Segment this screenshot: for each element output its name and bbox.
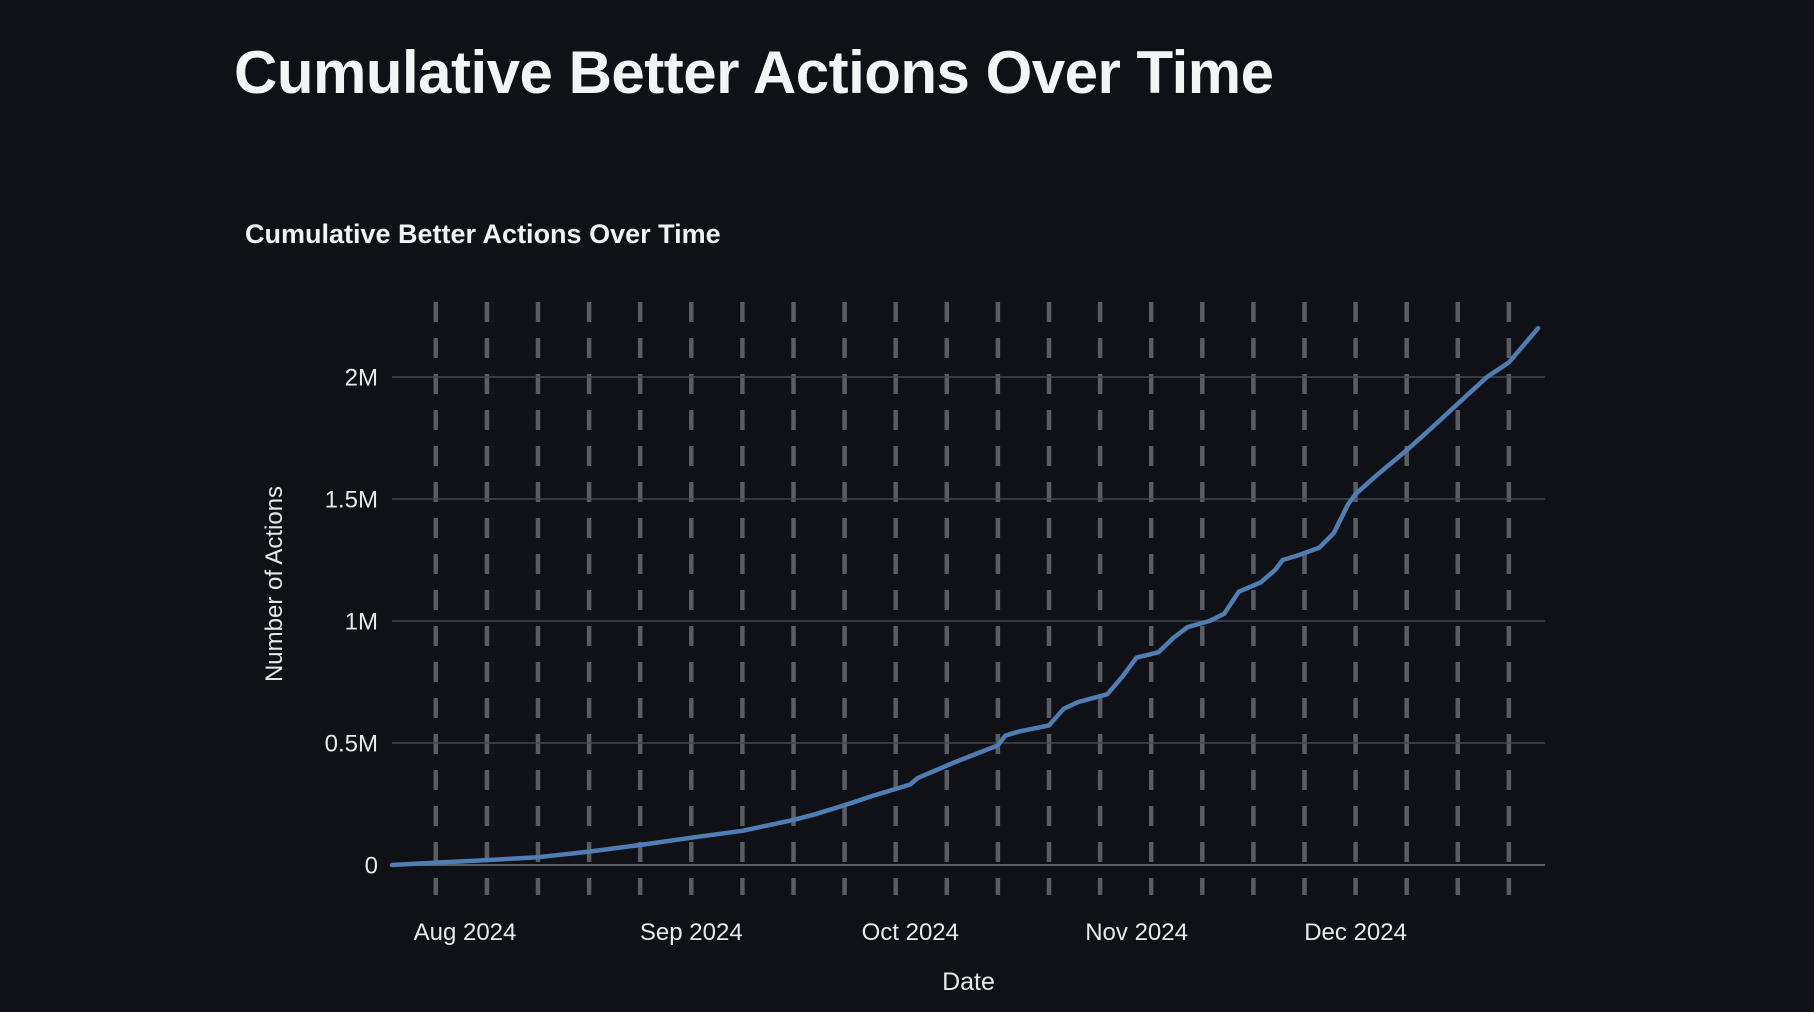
y-gridlines bbox=[392, 376, 1545, 866]
y-tick-label: 2M bbox=[345, 365, 378, 392]
y-tick-label: 1.5M bbox=[325, 487, 378, 514]
y-tick-labels: 0 0.5M 1M 1.5M 2M bbox=[325, 365, 378, 880]
chart-title: Cumulative Better Actions Over Time bbox=[245, 219, 721, 249]
x-tick-label: Aug 2024 bbox=[414, 919, 517, 946]
x-axis-title: Date bbox=[942, 968, 995, 996]
y-tick-label: 0.5M bbox=[325, 731, 378, 758]
page-title: Cumulative Better Actions Over Time bbox=[234, 39, 1274, 106]
x-tick-labels: Aug 2024 Sep 2024 Oct 2024 Nov 2024 Dec 2024 bbox=[414, 919, 1407, 946]
x-tick-label: Nov 2024 bbox=[1085, 919, 1188, 946]
series-line bbox=[389, 325, 1541, 868]
y-axis-title: Number of Actions bbox=[261, 486, 288, 682]
x-tick-label: Sep 2024 bbox=[640, 919, 743, 946]
x-tick-label: Oct 2024 bbox=[862, 919, 959, 946]
x-gridlines-weekly bbox=[433, 302, 1512, 895]
y-tick-label: 1M bbox=[345, 609, 378, 636]
x-tick-label: Dec 2024 bbox=[1304, 919, 1407, 946]
y-tick-label: 0 bbox=[365, 853, 378, 880]
